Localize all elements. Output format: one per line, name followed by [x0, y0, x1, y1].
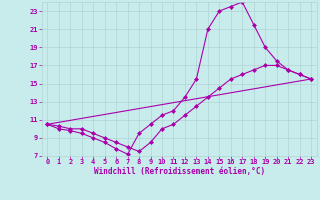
X-axis label: Windchill (Refroidissement éolien,°C): Windchill (Refroidissement éolien,°C) — [94, 167, 265, 176]
